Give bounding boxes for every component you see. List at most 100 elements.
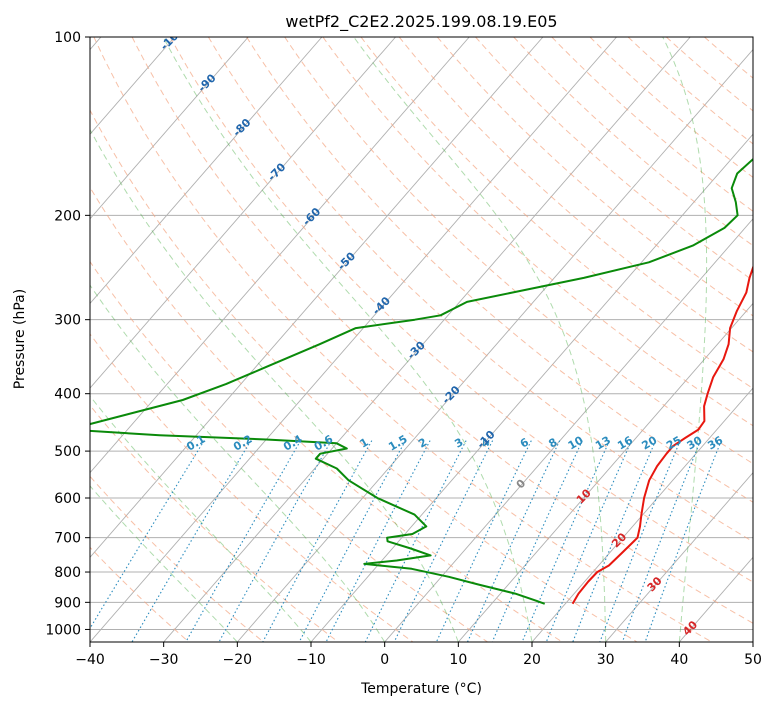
y-tick-label: 400: [54, 387, 81, 403]
mixing-ratio-label: 1: [358, 436, 371, 451]
y-tick-label: 700: [54, 531, 81, 547]
mixing-ratio-label: 6: [518, 435, 531, 450]
isotherm-line: [457, 302, 753, 642]
x-tick-label: −30: [149, 652, 179, 668]
mixing-ratio-label: 3: [452, 436, 465, 451]
chart-title: wetPf2_C2E2.2025.199.08.19.E05: [285, 12, 557, 32]
dry-adiabat-line: [322, 37, 753, 427]
moist-adiabat-line: [353, 37, 607, 642]
y-tick-label: 600: [54, 491, 81, 507]
isotherm-line: [90, 37, 470, 474]
dry-adiabat-line: [90, 260, 488, 642]
dry-adiabat-line: [246, 37, 753, 503]
mixing-ratio-line: [644, 440, 722, 642]
y-tick-label: 1000: [45, 622, 81, 638]
x-tick-label: −20: [223, 652, 253, 668]
dry-adiabat-line: [436, 37, 753, 317]
mixing-ratio-label: 16: [615, 433, 635, 452]
moist-adiabat-line: [90, 485, 238, 642]
dry-adiabat-line: [131, 37, 753, 624]
mixing-ratio-line: [572, 440, 657, 642]
isotherm-line: [678, 556, 753, 642]
isotherm-line: [90, 37, 617, 642]
temperature-profile-line: [571, 264, 753, 605]
mixing-ratio-label: 25: [664, 434, 684, 453]
moist-adiabat-line: [162, 37, 533, 642]
moist-adiabat-line: [90, 284, 386, 642]
dry-adiabat-line: [704, 37, 753, 79]
isotherm-label: -100: [158, 24, 187, 53]
isotherm-line: [90, 37, 249, 220]
mixing-ratio-label: 20: [639, 433, 659, 452]
dry-adiabat-line: [398, 37, 753, 353]
isotherm-line: [384, 218, 753, 642]
y-tick-label: 800: [54, 565, 81, 581]
x-tick-label: −40: [75, 652, 105, 668]
x-tick-label: −10: [296, 652, 326, 668]
x-tick-label: 0: [380, 652, 389, 668]
mixing-ratio-line: [325, 440, 431, 642]
dry-adiabat-line: [284, 37, 753, 465]
dry-adiabat-line: [513, 37, 753, 247]
y-tick-label: 500: [54, 444, 81, 460]
dry-adiabat-line: [90, 186, 563, 642]
mixing-ratio-label: 0.4: [281, 432, 305, 453]
x-tick-label: 30: [597, 652, 615, 668]
y-tick-label: 900: [54, 595, 81, 611]
mixing-ratio-line: [621, 440, 702, 642]
dry-adiabat-line: [627, 37, 753, 145]
plot-frame: [89, 36, 754, 643]
mixing-ratio-label: 10: [566, 433, 586, 452]
mixing-ratio-line: [393, 440, 494, 642]
isotherm-line: [163, 37, 691, 642]
dry-adiabat-line: [475, 37, 753, 282]
series-layer: [90, 157, 753, 605]
y-tick-label: 300: [54, 313, 81, 329]
mixing-ratio-line: [491, 440, 583, 642]
dry-adiabat-line: [169, 37, 753, 583]
moist-adiabat-line: [90, 128, 459, 642]
isotherm-line: [752, 641, 753, 642]
mixing-ratio-line: [466, 440, 561, 642]
y-tick-label: 100: [54, 30, 81, 46]
mixing-ratio-line: [545, 440, 633, 642]
y-tick-label: 200: [54, 208, 81, 224]
x-tick-label: 20: [523, 652, 541, 668]
mixing-ratio-line: [131, 440, 252, 642]
mixing-ratio-line: [185, 440, 302, 642]
dewpoint-profile-line: [90, 157, 753, 605]
isotherm-line: [236, 48, 753, 642]
mixing-ratio-line: [90, 440, 205, 630]
dry-adiabat-line: [207, 37, 753, 543]
dry-adiabat-line: [90, 404, 339, 642]
dry-adiabat-line: [90, 333, 414, 642]
moist-adiabat-line: [662, 37, 708, 642]
dry-adiabat-line: [665, 37, 753, 112]
mixing-ratio-label: 36: [705, 433, 725, 452]
x-tick-label: 50: [744, 652, 762, 668]
dry-adiabat-line: [551, 37, 753, 212]
isotherm-line: [605, 472, 753, 642]
x-tick-label: 40: [670, 652, 688, 668]
isotherm-line: [90, 37, 323, 305]
mixing-ratio-line: [521, 440, 611, 642]
dry-adiabat-line: [90, 109, 638, 642]
isotherm-line: [531, 387, 753, 642]
mixing-ratio-line: [364, 440, 467, 642]
dry-adiabat-line: [589, 37, 753, 178]
isotherm-line: [90, 37, 544, 559]
dry-adiabat-line: [93, 37, 712, 642]
y-axis-label: Pressure (hPa): [12, 289, 28, 389]
mixing-ratio-label: 1.5: [386, 433, 409, 454]
isotherm-line: [310, 133, 753, 642]
moist-adiabat-line: [90, 395, 312, 642]
x-tick-label: 10: [449, 652, 467, 668]
isoline-labels: 0.1 0.2 0.4 0.6 1 1.5 2 3 4 6 8 10 13 16 20 25 30 36-100-…: [158, 24, 726, 638]
mixing-ratio-line: [218, 440, 332, 642]
background-lines: [90, 37, 753, 642]
isotherm-line: [90, 37, 396, 389]
mixing-ratio-line: [599, 440, 681, 642]
x-axis-label: Temperature (°C): [360, 681, 482, 697]
